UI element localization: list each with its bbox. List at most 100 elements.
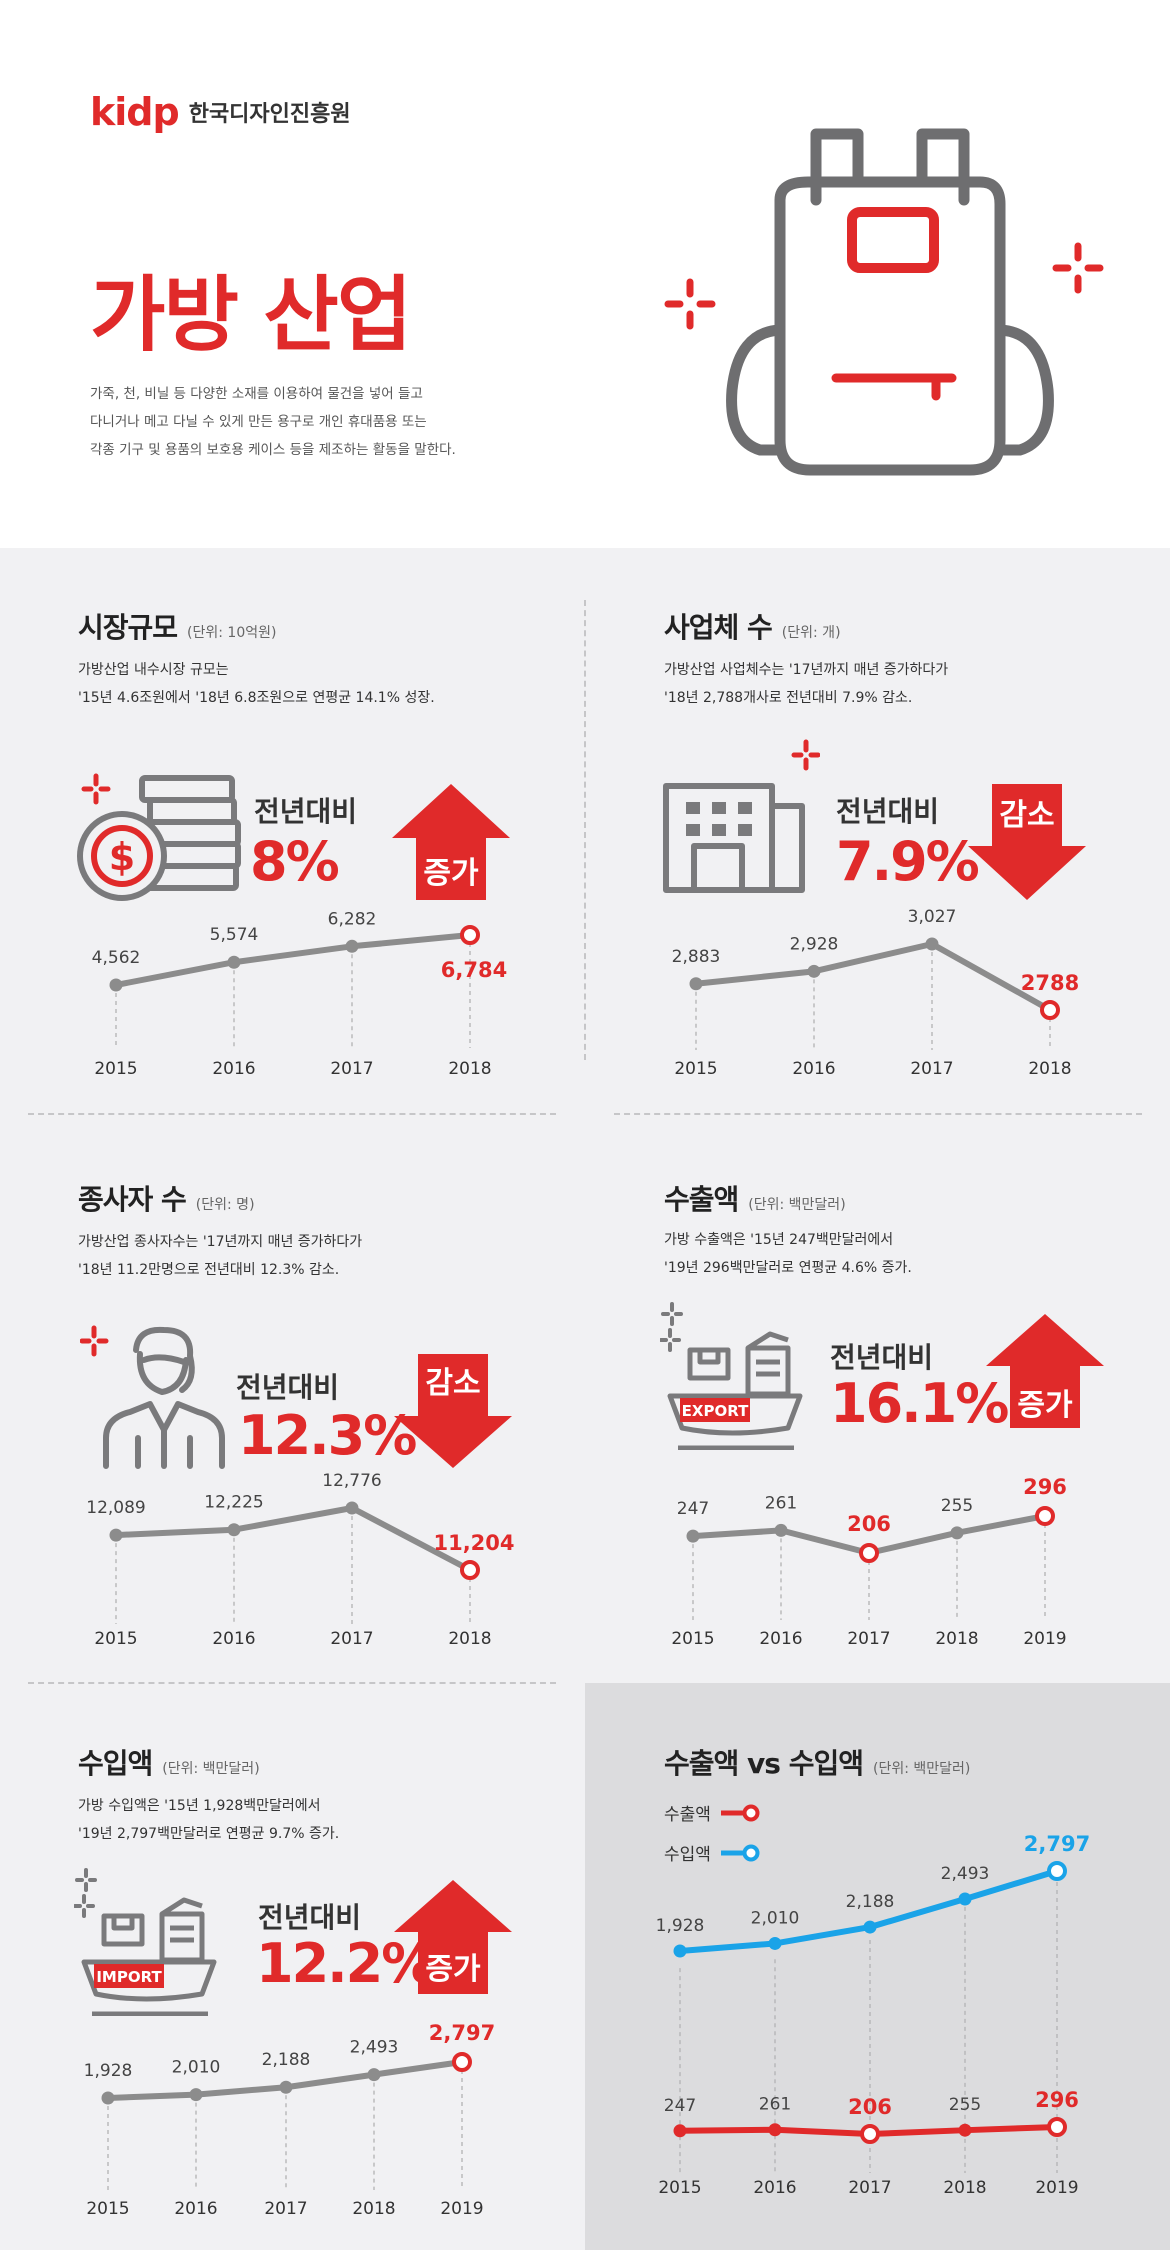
import-point	[673, 1944, 687, 1958]
page-title: 가방 산업	[90, 268, 412, 363]
data-point	[686, 1529, 700, 1543]
arrow-down-icon	[394, 1354, 512, 1468]
legend-import: 수입액	[664, 1840, 763, 1865]
x-tick-label: 2017	[330, 1629, 373, 1649]
export-data-label: 261	[759, 2095, 791, 2115]
data-label: 2,883	[672, 947, 721, 967]
import-data-label: 2,493	[941, 1864, 990, 1884]
description-line: '18년 2,788개사로 전년대비 7.9% 감소.	[664, 690, 913, 706]
data-label: 2,493	[350, 2038, 399, 2058]
data-label: 255	[941, 1496, 973, 1516]
yoy-label: 전년대비	[254, 795, 358, 828]
x-tick-label: 2019	[1023, 1629, 1066, 1649]
import-data-label: 2,797	[1024, 1832, 1090, 1856]
data-label: 6,282	[328, 909, 377, 929]
import-ship-icon: IMPORT	[74, 1868, 217, 2016]
x-tick-label: 2018	[448, 1059, 491, 1079]
export-data-label: 206	[848, 2095, 892, 2119]
trend-label: 증가	[1017, 1388, 1073, 1423]
companies-description: 가방산업 사업체수는 '17년까지 매년 증가하다가 '18년 2,788개사로…	[664, 656, 1144, 712]
workers-section-title: 종사자 수 (단위: 명)	[78, 1178, 255, 1218]
yoy-value: 7.9%	[836, 830, 980, 893]
yoy-value: 8%	[250, 830, 340, 893]
yoy-label: 전년대비	[836, 795, 940, 828]
data-point	[345, 1501, 359, 1515]
workers-line-chart: 12,089 2015 12,225 2016 12,776 2017 11,204 2018	[86, 1471, 514, 1649]
data-label: 296	[1023, 1475, 1067, 1499]
market-section-title: 시장규모 (단위: 10억원)	[78, 606, 276, 646]
data-point	[189, 2088, 203, 2102]
x-tick-label: 2017	[848, 2178, 891, 2198]
data-point	[925, 937, 939, 951]
section-title-text: 수출액	[664, 1183, 739, 1216]
page-description: 가죽, 천, 비닐 등 다양한 소재를 이용하여 물건을 넣어 들고 다니거나 …	[90, 380, 530, 464]
data-label: 3,027	[908, 907, 957, 927]
x-tick-label: 2018	[943, 2178, 986, 2198]
data-label: 5,574	[210, 925, 259, 945]
data-point	[279, 2080, 293, 2094]
arrow-up-icon	[392, 784, 510, 900]
x-tick-label: 2017	[847, 1629, 890, 1649]
section-title-text: 사업체 수	[664, 611, 773, 644]
divider	[614, 1113, 1142, 1115]
imports-section-title: 수입액 (단위: 백만달러)	[78, 1742, 260, 1782]
x-tick-label: 2019	[440, 2199, 483, 2219]
description-line: 가방 수입액은 '15년 1,928백만달러에서	[78, 1798, 321, 1814]
arrow-down-icon	[968, 784, 1086, 900]
data-point	[807, 964, 821, 978]
data-label: 261	[765, 1493, 797, 1513]
data-point-highlight	[1035, 1506, 1055, 1526]
x-tick-label: 2015	[94, 1059, 137, 1079]
export-point	[673, 2124, 687, 2138]
data-point-highlight	[452, 2052, 472, 2072]
legend-export: 수출액	[664, 1800, 763, 1825]
arrow-up-icon	[394, 1880, 512, 1994]
companies-section-title: 사업체 수 (단위: 개)	[664, 606, 841, 646]
workers-description: 가방산업 종사자수는 '17년까지 매년 증가하다가 '18년 11.2만명으로…	[78, 1228, 558, 1284]
data-label: 12,089	[86, 1498, 145, 1518]
trend-label: 감소	[425, 1366, 481, 1401]
description-line: '15년 4.6조원에서 '18년 6.8조원으로 연평균 14.1% 성장.	[78, 690, 435, 706]
x-tick-label: 2017	[264, 2199, 307, 2219]
section-title-text: 수출액 vs 수입액	[664, 1747, 864, 1780]
description-line: 가방산업 내수시장 규모는	[78, 662, 229, 678]
legend-swatch-blue	[720, 1844, 760, 1861]
data-label: 12,776	[322, 1471, 381, 1491]
x-tick-label: 2016	[174, 2199, 217, 2219]
backpack-icon	[664, 128, 1104, 476]
legend-label: 수출액	[664, 1805, 711, 1825]
section-title-text: 종사자 수	[78, 1183, 187, 1216]
data-point	[227, 1523, 241, 1537]
building-icon	[663, 739, 820, 893]
data-label: 2,797	[429, 2021, 495, 2045]
description-line: 다니거나 메고 다닐 수 있게 만든 용구로 개인 휴대품용 또는	[90, 414, 427, 430]
x-tick-label: 2016	[212, 1059, 255, 1079]
import-point-highlight	[1047, 1861, 1067, 1881]
description-line: '19년 296백만달러로 연평균 4.6% 증가.	[664, 1260, 912, 1276]
x-tick-label: 2015	[674, 1059, 717, 1079]
data-label: 11,204	[433, 1531, 514, 1555]
description-line: 가방 수출액은 '15년 247백만달러에서	[664, 1232, 894, 1248]
export-point-highlight	[860, 2124, 880, 2144]
divider	[28, 1113, 556, 1115]
data-label: 6,784	[441, 958, 507, 982]
x-tick-label: 2018	[448, 1629, 491, 1649]
series-line	[695, 941, 1052, 1013]
unit-label: (단위: 백만달러)	[748, 1197, 846, 1213]
description-line: 가죽, 천, 비닐 등 다양한 소재를 이용하여 물건을 넣어 들고	[90, 386, 423, 402]
import-data-label: 2,010	[751, 1908, 800, 1928]
x-tick-label: 2016	[212, 1629, 255, 1649]
series-line	[115, 932, 471, 988]
export-data-label: 255	[949, 2095, 981, 2115]
exports-line-chart: 247 2015 261 2016 206 2017 255 2018 296 2019	[671, 1475, 1067, 1649]
data-label: 2788	[1021, 971, 1079, 995]
unit-label: (단위: 명)	[195, 1197, 255, 1213]
data-point	[345, 939, 359, 953]
kidp-logo: kidp 한국디자인진흥원	[90, 90, 351, 134]
coins-dollar-icon: $	[77, 773, 241, 901]
data-point-highlight	[460, 925, 480, 945]
yoy-label: 전년대비	[258, 1901, 362, 1934]
yoy-value: 16.1%	[830, 1372, 1009, 1435]
person-icon	[80, 1325, 225, 1469]
description-line: '18년 11.2만명으로 전년대비 12.3% 감소.	[78, 1262, 340, 1278]
